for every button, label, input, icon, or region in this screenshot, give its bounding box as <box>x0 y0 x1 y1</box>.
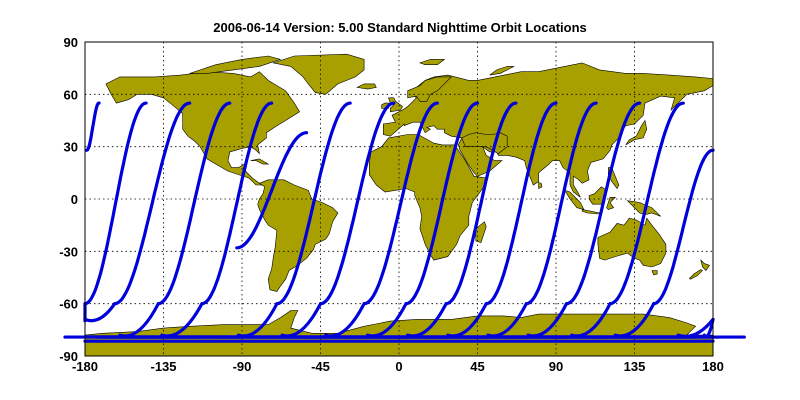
orbit-track-2 <box>83 101 148 306</box>
x-tick-label: 135 <box>624 359 646 374</box>
y-axis-ticks: 90 60 30 0 -30 -60 -90 <box>59 35 78 364</box>
orbit-track-8 <box>318 101 396 306</box>
orbit-track-12 <box>484 101 558 306</box>
y-tick-label: 30 <box>64 140 78 155</box>
land-new-zealand <box>689 269 703 280</box>
orbit-track-5 <box>200 101 274 306</box>
orbit-track-3 <box>113 101 192 306</box>
plot-frame <box>84 41 714 357</box>
chart-title: 2006-06-14 Version: 5.00 Standard Nightt… <box>213 20 587 35</box>
y-tick-label: -60 <box>59 297 78 312</box>
orbit-track-13 <box>524 101 598 306</box>
y-tick-label: 60 <box>64 87 78 102</box>
land-svalbard <box>418 59 446 65</box>
land-java <box>581 209 601 215</box>
land-africa <box>368 134 489 261</box>
land-sulawesi <box>606 197 617 210</box>
x-tick-label: 180 <box>702 359 724 374</box>
land-cuba <box>250 158 270 165</box>
orbit-track-14 <box>564 101 642 306</box>
y-tick-label: -30 <box>59 244 78 259</box>
x-axis-ticks: -180 -135 -90 -45 0 45 90 135 180 <box>72 359 724 374</box>
land-iceland <box>356 83 377 90</box>
y-tick-label: 90 <box>64 35 78 50</box>
land-north-america <box>105 71 301 186</box>
land-sri-lanka <box>538 181 543 189</box>
x-tick-label: 90 <box>549 359 563 374</box>
x-tick-label: -180 <box>72 359 98 374</box>
x-tick-label: 0 <box>395 359 402 374</box>
y-tick-label: 0 <box>71 192 78 207</box>
plot-area <box>63 41 746 357</box>
land-madagascar <box>475 221 487 243</box>
x-tick-label: -45 <box>311 359 330 374</box>
orbit-track-11 <box>444 101 518 306</box>
land-sumatra <box>564 189 585 210</box>
x-tick-label: -90 <box>233 359 252 374</box>
land-uk <box>388 97 403 113</box>
land-new-zealand-north <box>700 259 710 271</box>
orbit-track-4 <box>156 101 232 306</box>
y-tick-label: -90 <box>59 349 78 364</box>
orbit-track-9 <box>362 101 439 306</box>
land-scandinavia <box>407 76 453 102</box>
x-tick-label: 45 <box>470 359 484 374</box>
orbit-track-1 <box>85 101 101 152</box>
orbit-track-10 <box>404 101 480 306</box>
orbit-track-6 <box>235 131 309 250</box>
x-tick-label: -135 <box>150 359 176 374</box>
land-canadian-arctic <box>189 55 282 74</box>
orbit-track-15 <box>608 101 685 306</box>
land-novaya-zemlya <box>489 66 515 76</box>
land-tasmania <box>651 270 658 276</box>
orbit-track-7 <box>275 101 352 306</box>
land-japan <box>625 119 648 146</box>
orbit-tracks <box>63 101 746 343</box>
land-greenland <box>272 53 365 95</box>
orbit-track-3-tail <box>83 302 117 323</box>
orbit-track-16 <box>652 148 715 306</box>
land-australia <box>597 217 667 268</box>
